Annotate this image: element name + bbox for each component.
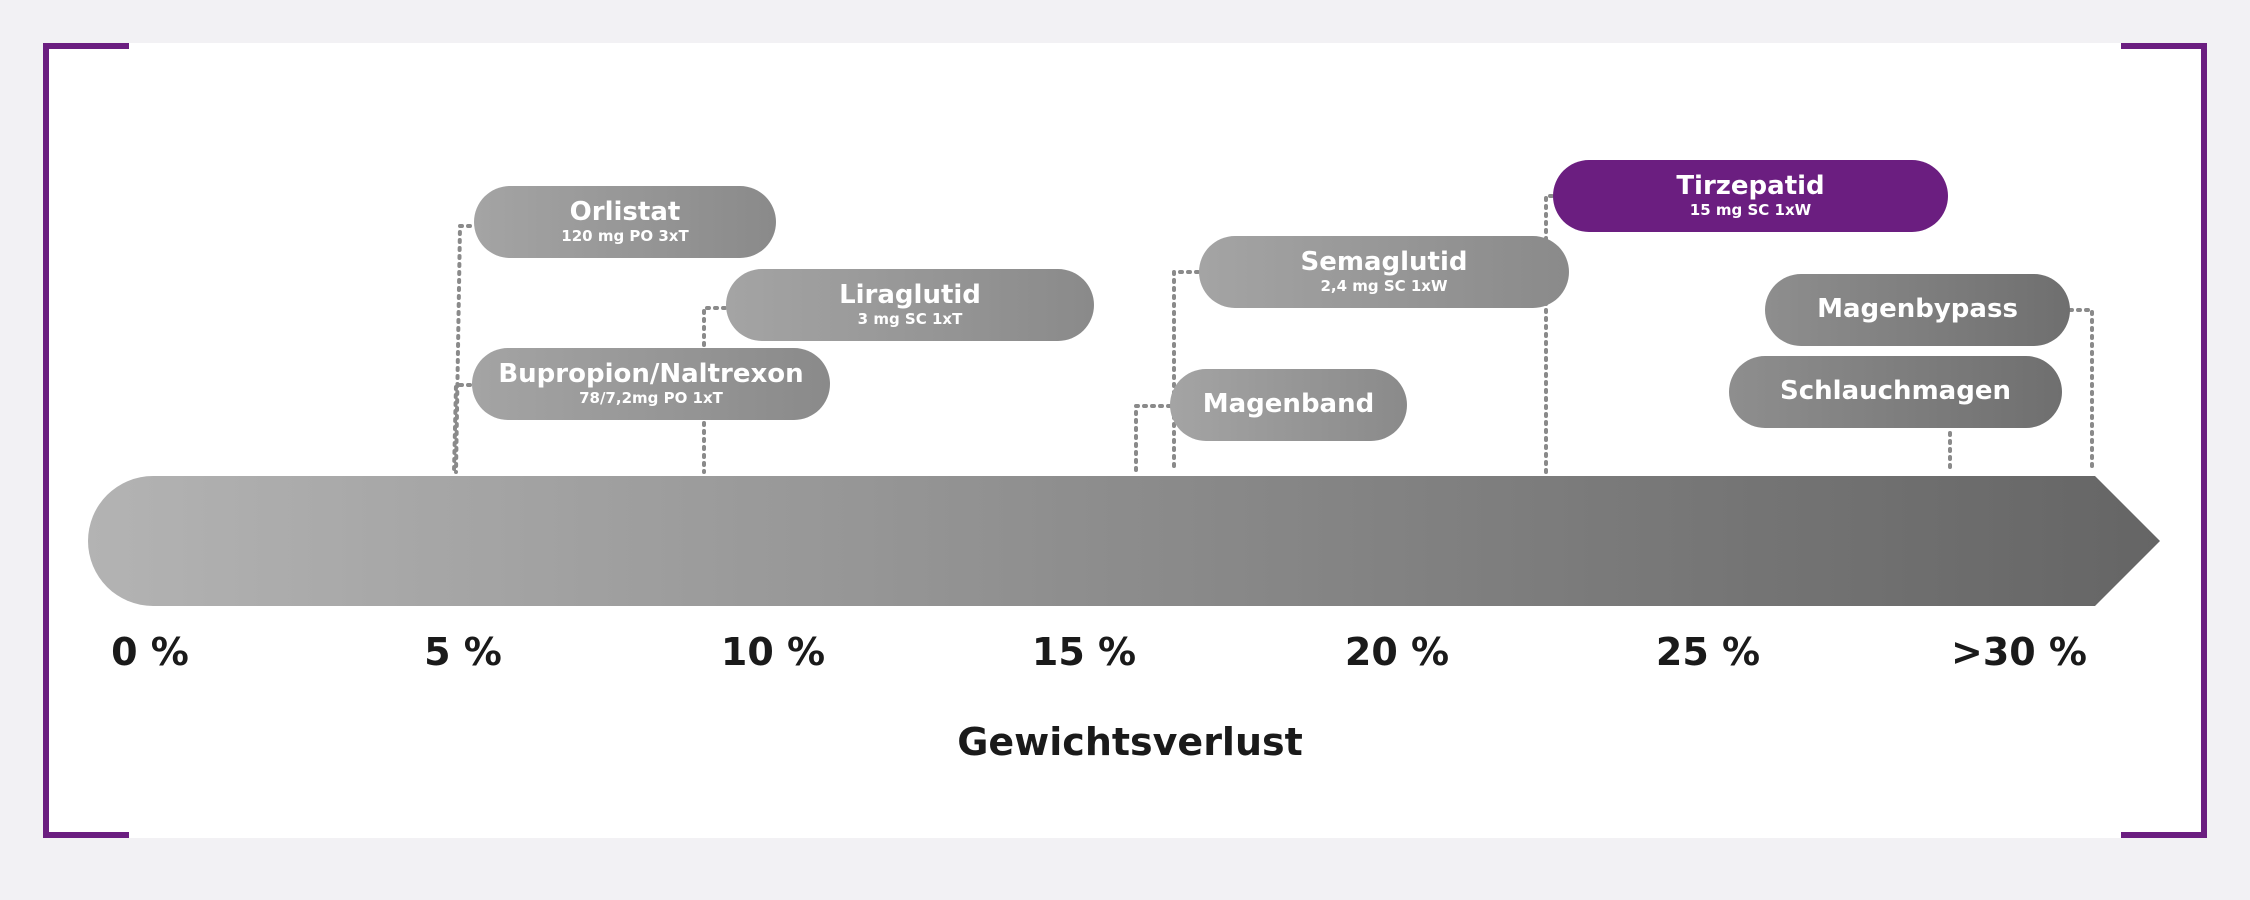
pill-semaglutid: Semaglutid 2,4 mg SC 1xW (1199, 236, 1569, 308)
connector-semaglutid (1172, 270, 1200, 474)
pill-tirzepatid-dose: 15 mg SC 1xW (1689, 201, 1812, 220)
pill-bupropion-naltrexon: Bupropion/Naltrexon 78/7,2mg PO 1xT (472, 348, 830, 420)
pill-magenbypass-name: Magenbypass (1817, 294, 2018, 325)
pill-magenband: Magenband (1170, 369, 1407, 441)
tick-label-10: 10 % (720, 630, 826, 674)
tick-label-30: >30 % (1950, 630, 2088, 674)
tick-label-25: 25 % (1655, 630, 1761, 674)
pill-tirzepatid: Tirzepatid 15 mg SC 1xW (1553, 160, 1948, 232)
pill-orlistat-name: Orlistat (569, 196, 681, 227)
pill-bupropion-naltrexon-name: Bupropion/Naltrexon (498, 358, 804, 389)
tick-label-5: 5 % (424, 630, 502, 674)
pill-magenbypass: Magenbypass (1765, 274, 2070, 346)
connector-orlistat (454, 224, 472, 474)
frame-bracket-left (43, 43, 129, 838)
frame-bracket-right (2121, 43, 2207, 838)
pill-semaglutid-name: Semaglutid (1300, 246, 1468, 277)
axis-title: Gewichtsverlust (957, 720, 1303, 764)
pill-semaglutid-dose: 2,4 mg SC 1xW (1320, 277, 1448, 296)
pill-schlauchmagen: Schlauchmagen (1729, 356, 2062, 428)
tick-label-20: 20 % (1344, 630, 1450, 674)
pill-bupropion-naltrexon-dose: 78/7,2mg PO 1xT (579, 389, 723, 408)
pill-orlistat-dose: 120 mg PO 3xT (561, 227, 689, 246)
pill-liraglutid-dose: 3 mg SC 1xT (857, 310, 963, 329)
connector-bupropion (452, 383, 472, 474)
pill-orlistat: Orlistat 120 mg PO 3xT (474, 186, 776, 258)
pill-liraglutid: Liraglutid 3 mg SC 1xT (726, 269, 1094, 341)
pill-magenband-name: Magenband (1202, 389, 1375, 420)
connector-tirzepatid (1544, 194, 1554, 474)
tick-label-15: 15 % (1031, 630, 1137, 674)
arrow-body (88, 476, 2160, 606)
pill-schlauchmagen-name: Schlauchmagen (1780, 376, 2011, 407)
pill-tirzepatid-name: Tirzepatid (1676, 170, 1825, 201)
pill-liraglutid-name: Liraglutid (839, 279, 981, 310)
tick-label-0: 0 % (111, 630, 189, 674)
connector-magenband (1134, 404, 1172, 474)
connector-magenbypass (2068, 308, 2094, 474)
